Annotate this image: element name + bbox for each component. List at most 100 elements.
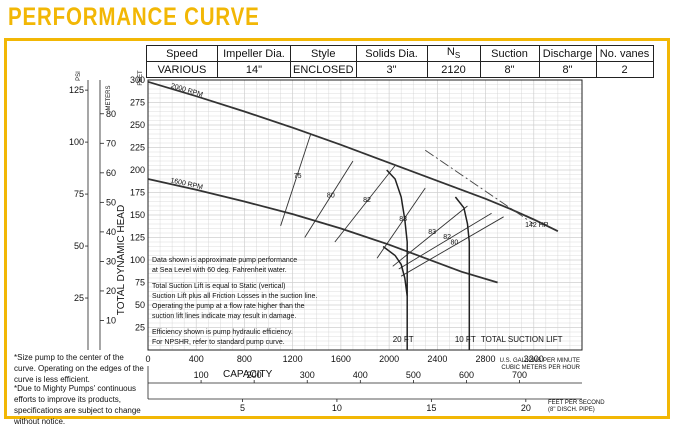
x-axis-label: CAPACITY [223,369,273,380]
chart-note: Data shown is approximate pump performan… [152,257,297,264]
cubic-meters-tick-label: 600 [459,370,474,380]
performance-curve [147,80,559,233]
psi-tick-label: 75 [74,189,84,199]
efficiency-label: 75 [294,173,302,180]
spec-header-solids: Solids Dia. [355,45,428,62]
y-tick-label: 250 [130,120,145,130]
spec-value-vanes: 2 [595,61,654,78]
cubic-meters-tick-label: 500 [406,370,421,380]
suction-lift-line [386,169,408,350]
psi-tick-label: 100 [69,137,84,147]
y-tick-label: 100 [130,255,145,265]
horsepower-line [425,149,535,225]
note-size-pump: *Size pump to the center of the curve. O… [14,353,144,384]
x-tick-label: 2400 [427,354,447,364]
y-tick-label: 200 [130,165,145,175]
x-tick-label: 0 [145,354,150,364]
cubic-meters-tick-label: 300 [300,370,315,380]
suction-lift-line [382,245,408,297]
y-tick-label: 175 [130,188,145,198]
meters-tick-label: 50 [106,197,116,207]
efficiency-label: 83 [428,229,436,236]
x-tick-label: 3200 [524,354,544,364]
psi-tick-label: 25 [74,293,84,303]
efficiency-label: 80 [451,240,459,247]
y-tick-label: 125 [130,233,145,243]
suction-lift-line [454,196,471,350]
chart-note: at Sea Level with 60 deg. Fahrenheit wat… [152,267,287,274]
psi-axis-label: PSI [76,71,82,81]
chart-note: Total Suction Lift is equal to Static (v… [152,283,285,290]
efficiency-label: 80 [327,192,335,199]
meters-tick-label: 70 [106,138,116,148]
chart-note: Operating the pump at a flow rate higher… [152,303,305,310]
cubic-meters-tick-label: 200 [247,370,262,380]
fps-tick-label: 15 [426,403,436,413]
efficiency-line [304,160,354,238]
x-tick-label: 2000 [379,354,399,364]
y-tick-label: 275 [130,98,145,108]
meters-tick-label: 30 [106,256,116,266]
efficiency-line [392,205,468,267]
spec-table: Speed Impeller Dia. Style Solids Dia. NS… [146,45,654,78]
y-tick-label: 150 [130,210,145,220]
horsepower-label: 142 HP [525,222,549,229]
y-unit-label: FEET [138,70,144,86]
meters-tick-label: 10 [106,315,116,325]
curve-label: 2000 RPM [170,83,204,99]
cubic-meters-tick-label: 400 [353,370,368,380]
suction-lift-label: 10 FT [455,335,476,344]
fps-label-pipe: (8" DISCH. PIPE) [548,407,595,413]
plot-border [147,79,583,351]
meters-tick-label: 60 [106,168,116,178]
performance-curve [147,178,498,284]
psi-tick-label: 50 [74,241,84,251]
fps-tick-label: 20 [521,403,531,413]
chart-note: Suction Lift plus all Friction Losses in… [152,293,317,300]
page-title: PERFORMANCE CURVE [8,3,260,31]
fps-tick-label: 5 [240,403,245,413]
spec-value-ns: 2120 [426,61,481,78]
spec-header-vanes: No. vanes [595,45,654,62]
y-axis-label: TOTAL DYNAMIC HEAD [116,205,127,315]
chart-note: For NPSHR, refer to standard pump curve. [152,339,285,346]
cubic-meters-tick-label: 700 [512,370,527,380]
yellow-frame [4,38,670,419]
x-tick-label: 1200 [283,354,303,364]
suction-lift-label: 20 FT [393,335,414,344]
note-continuous-efforts: *Due to Mighty Pumps' continuous efforts… [14,384,141,426]
y-tick-label: 75 [135,278,145,288]
efficiency-label: 82 [363,197,371,204]
meters-tick-label: 80 [106,109,116,119]
x-tick-label: 2800 [476,354,496,364]
spec-value-impeller: 14" [217,61,291,78]
x-tick-label: 400 [189,354,204,364]
cubic-meters-label: CUBIC METERS PER HOUR [501,365,580,371]
x-unit-label: U.S. GALLONS PER MINUTE [500,358,580,364]
fps-label: FEET PER SECOND [548,400,605,406]
y-tick-label: 225 [130,143,145,153]
meters-axis-label: METERS [106,85,112,110]
chart-note: suction lift lines indicate may result i… [152,313,296,320]
efficiency-label: 83 [399,216,407,223]
spec-value-speed: VARIOUS [146,61,218,78]
fps-tick-label: 10 [332,403,342,413]
chart-note: Efficiency shown is pump hydraulic effic… [152,329,293,336]
y-tick-label: 25 [135,323,145,333]
y-tick-label: 300 [130,75,145,85]
efficiency-line [376,187,426,259]
efficiency-label: 82 [443,234,451,241]
efficiency-line [398,212,492,270]
spec-value-solids: 3" [355,61,428,78]
curve-label: 1600 RPM [170,177,204,191]
x-tick-label: 1600 [331,354,351,364]
spec-header-suction: Suction [479,45,540,62]
y-tick-label: 50 [135,300,145,310]
efficiency-line [280,133,312,226]
suction-lift-title: TOTAL SUCTION LIFT [481,335,563,344]
cubic-meters-tick-label: 100 [194,370,209,380]
x-tick-label: 800 [237,354,252,364]
efficiency-line [400,216,504,277]
psi-tick-label: 125 [69,85,84,95]
